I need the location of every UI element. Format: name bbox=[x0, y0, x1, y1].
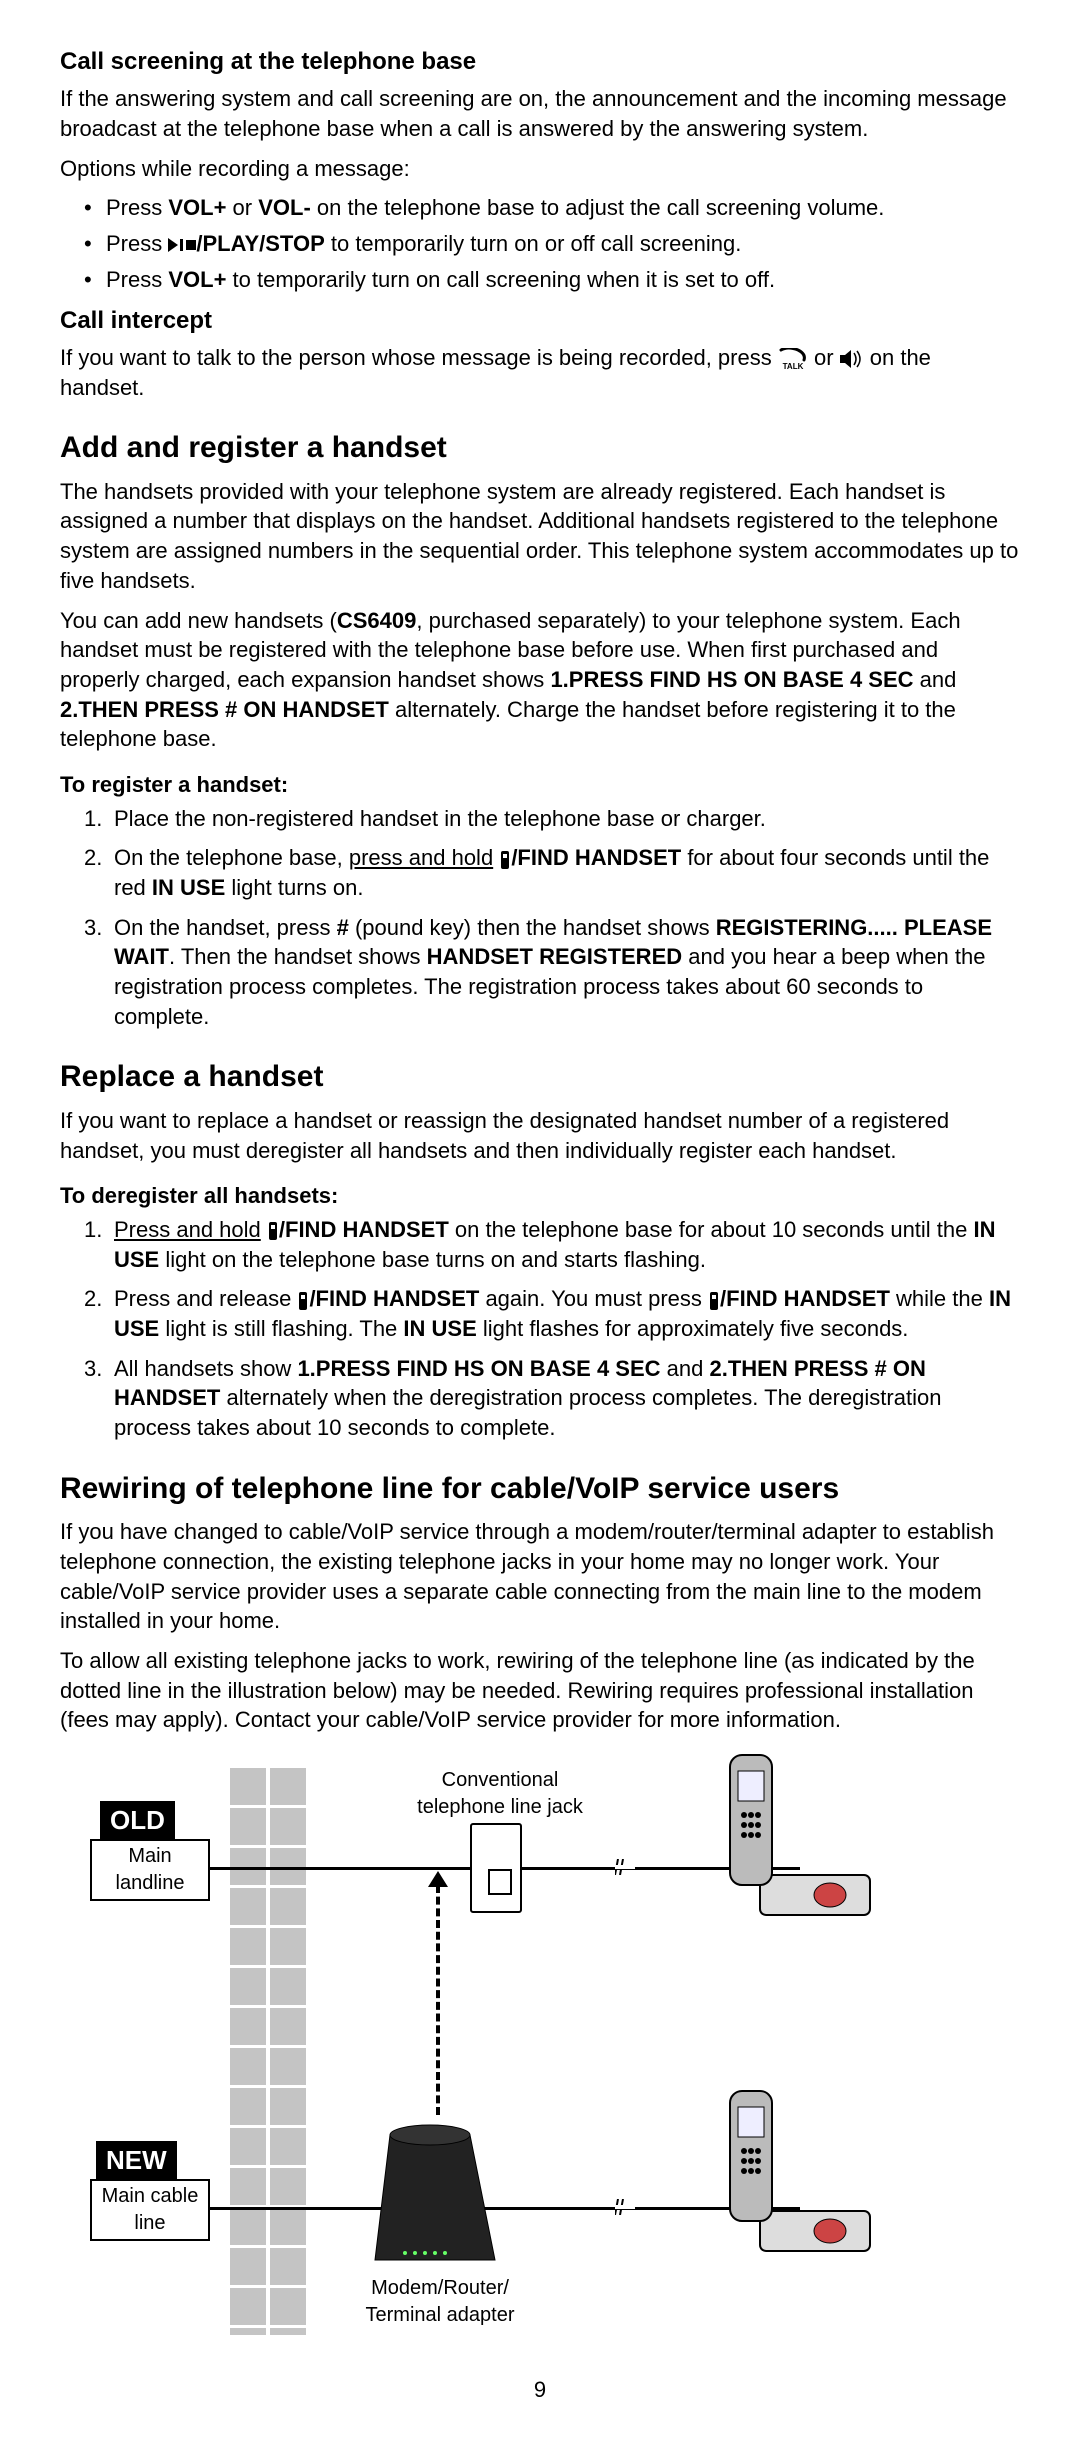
p-call-screening-intro: If the answering system and call screeni… bbox=[60, 84, 1020, 143]
svg-text:TALK: TALK bbox=[782, 362, 803, 370]
register-step-2: On the telephone base, press and hold /F… bbox=[84, 843, 1020, 902]
handset-icon bbox=[499, 851, 511, 869]
line-break-icon bbox=[615, 2199, 635, 2215]
option-vol-adjust: Press VOL+ or VOL- on the telephone base… bbox=[84, 193, 1020, 223]
deregister-step-2: Press and release /FIND HANDSET again. Y… bbox=[84, 1284, 1020, 1343]
old-label: OLD bbox=[100, 1801, 175, 1840]
modem-graphic bbox=[370, 2115, 500, 2265]
heading-call-screening: Call screening at the telephone base bbox=[60, 46, 1020, 78]
p-add-register-2: You can add new handsets (CS6409, purcha… bbox=[60, 606, 1020, 754]
p-replace-1: If you want to replace a handset or reas… bbox=[60, 1106, 1020, 1165]
handset-icon bbox=[708, 1292, 720, 1310]
heading-to-register: To register a handset: bbox=[60, 770, 1020, 800]
phone-jack bbox=[470, 1823, 522, 1913]
heading-call-intercept: Call intercept bbox=[60, 305, 1020, 337]
register-steps: Place the non-registered handset in the … bbox=[60, 804, 1020, 1032]
register-step-1: Place the non-registered handset in the … bbox=[84, 804, 1020, 834]
p-rewiring-2: To allow all existing telephone jacks to… bbox=[60, 1646, 1020, 1735]
rewire-dashed-line bbox=[436, 1885, 440, 2115]
p-add-register-1: The handsets provided with your telephon… bbox=[60, 477, 1020, 596]
rewiring-diagram: OLD Main landline Conventional telephone… bbox=[60, 1745, 1020, 2365]
modem-label: Modem/Router/ Terminal adapter bbox=[340, 2275, 540, 2329]
handset-icon bbox=[297, 1292, 309, 1310]
p-rewiring-1: If you have changed to cable/VoIP servic… bbox=[60, 1517, 1020, 1636]
deregister-step-1: Press and hold /FIND HANDSET on the tele… bbox=[84, 1215, 1020, 1274]
line-break-icon bbox=[615, 1859, 635, 1875]
page-number: 9 bbox=[60, 2375, 1020, 2405]
deregister-step-3: All handsets show 1.PRESS FIND HS ON BAS… bbox=[84, 1354, 1020, 1443]
heading-replace: Replace a handset bbox=[60, 1057, 1020, 1098]
wall-graphic bbox=[230, 1765, 310, 2335]
p-call-intercept: If you want to talk to the person whose … bbox=[60, 343, 1020, 402]
register-step-3: On the handset, press # (pound key) then… bbox=[84, 913, 1020, 1032]
rewire-arrowhead-icon bbox=[428, 1871, 448, 1887]
main-cable-box: Main cable line bbox=[90, 2179, 210, 2241]
heading-rewiring: Rewiring of telephone line for cable/VoI… bbox=[60, 1469, 1020, 1510]
phone-old bbox=[700, 1745, 880, 1925]
heading-add-register: Add and register a handset bbox=[60, 428, 1020, 469]
speaker-icon bbox=[840, 350, 864, 368]
handset-icon bbox=[267, 1222, 279, 1240]
options-list: Press VOL+ or VOL- on the telephone base… bbox=[60, 193, 1020, 294]
deregister-steps: Press and hold /FIND HANDSET on the tele… bbox=[60, 1215, 1020, 1443]
p-options-label: Options while recording a message: bbox=[60, 154, 1020, 184]
main-landline-box: Main landline bbox=[90, 1839, 210, 1901]
heading-to-deregister: To deregister all handsets: bbox=[60, 1181, 1020, 1211]
option-play-stop: Press /PLAY/STOP to temporarily turn on … bbox=[84, 229, 1020, 259]
option-volplus-on: Press VOL+ to temporarily turn on call s… bbox=[84, 265, 1020, 295]
phone-new bbox=[700, 2081, 880, 2261]
talk-icon: TALK bbox=[778, 348, 808, 370]
new-label: NEW bbox=[96, 2141, 177, 2180]
play-stop-icon bbox=[168, 237, 196, 253]
jack-label: Conventional telephone line jack bbox=[400, 1767, 600, 1821]
